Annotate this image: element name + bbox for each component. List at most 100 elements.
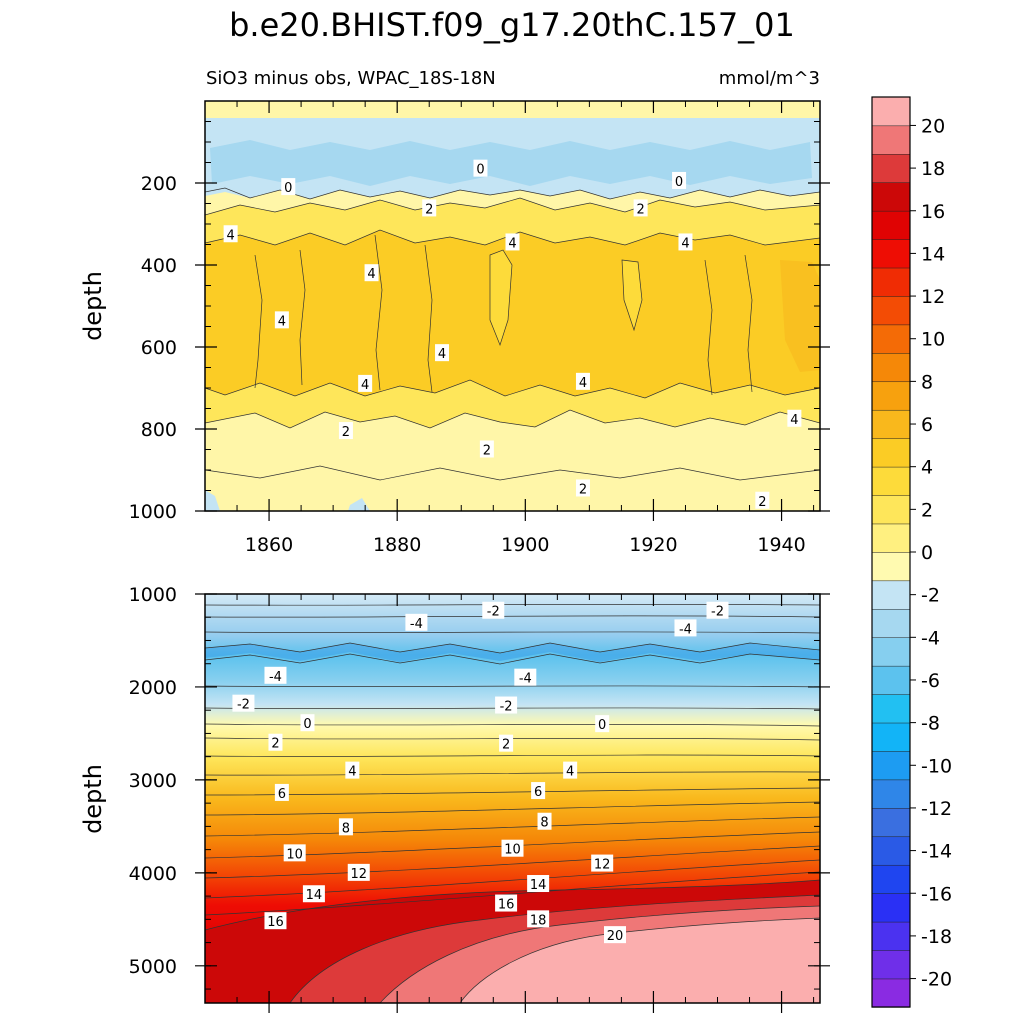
- colorbar-tick-label: -10: [921, 755, 952, 777]
- contour-label-bg: [531, 782, 546, 800]
- y-tick-label: 5000: [129, 956, 177, 978]
- contour-label: -2: [237, 698, 250, 713]
- colorbar-bin: [871, 381, 911, 411]
- colorbar-tick-label: -20: [921, 969, 952, 991]
- contour-label: 4: [278, 314, 286, 329]
- colorbar-tick-label: 16: [921, 201, 945, 223]
- x-tick-label: 1920: [629, 534, 677, 556]
- subtitle-left: SiO3 minus obs, WPAC_18S-18N: [206, 68, 496, 89]
- contour-label-bg: [300, 714, 315, 732]
- lower-ylabel: depth: [79, 764, 107, 834]
- contour-label-bg: [501, 839, 524, 857]
- lower-x-ticks: [204, 594, 815, 1013]
- units-label: mmol/m^3: [719, 68, 820, 89]
- contour-label: 0: [675, 175, 683, 190]
- x-tick-label: 1940: [757, 534, 805, 556]
- contour-label: 4: [438, 347, 446, 362]
- colorbar-tick-label: 18: [921, 158, 945, 180]
- contour-label-bg: [537, 812, 552, 830]
- contour-label-bg: [345, 761, 360, 779]
- contour-label: 2: [636, 202, 644, 217]
- contour-label-bg: [591, 854, 614, 872]
- colorbar-tick-label: 0: [921, 542, 933, 564]
- colorbar-tick-label: -16: [921, 883, 952, 905]
- colorbar-bin: [871, 949, 911, 980]
- contour-label-bg: [358, 374, 373, 392]
- contour-label-bg: [499, 734, 514, 752]
- contour-label: 16: [498, 898, 515, 913]
- colorbar-bin: [871, 409, 911, 439]
- contour-label-bg: [274, 311, 289, 329]
- colorbar-tick-label: -6: [921, 670, 940, 692]
- contour-label-bg: [575, 372, 590, 390]
- colorbar-tick-label: 10: [921, 329, 945, 351]
- x-tick-label: 1880: [373, 534, 421, 556]
- colorbar-bin: [871, 438, 911, 468]
- contour-label: 12: [350, 867, 367, 882]
- contour-label-bg: [672, 171, 687, 189]
- band-20-plus: [460, 918, 820, 1003]
- y-tick-label: 1000: [129, 501, 177, 523]
- contour-label: 2: [271, 737, 279, 752]
- colorbar-tick-label: -4: [921, 627, 940, 649]
- contour-label: -4: [269, 670, 282, 685]
- colorbar: -20-18-16-14-12-10-8-6-4-202468101214161…: [871, 96, 952, 1008]
- contour-label-bg: [595, 715, 610, 733]
- contour-label: 4: [566, 765, 574, 780]
- contour-label: 2: [502, 738, 510, 753]
- colorbar-tick-label: -12: [921, 798, 952, 820]
- colorbar-bin: [871, 580, 911, 610]
- x-tick-label: 1900: [501, 534, 549, 556]
- contour-label-bg: [405, 613, 428, 631]
- bottom-blue-patch-2: [348, 498, 370, 511]
- contour-label-bg: [364, 264, 379, 282]
- contour-label-bg: [264, 666, 287, 684]
- contour-label-bg: [274, 783, 289, 801]
- contour-label: -2: [711, 605, 724, 620]
- upper-x-axis: 1860 1880 1900 1920 1940: [204, 101, 815, 556]
- contour-label: 2: [579, 482, 587, 497]
- y-tick-label: 2000: [129, 677, 177, 699]
- contour-label-bg: [787, 409, 802, 427]
- y-tick-label: 600: [141, 337, 177, 359]
- colorbar-bin: [871, 153, 911, 183]
- upper-contour-labels: 0 0 0 2 2 4 4 4 4 4 4 4 4 4 2 2 2 2: [223, 159, 802, 510]
- contour-label: 6: [534, 785, 542, 800]
- contour-label-bg: [479, 440, 494, 458]
- lower-panel: 1000 2000 3000 4000 5000 -2 -2 -4 -4 -4 -4 -2 -2 0 0 2…: [79, 584, 830, 1013]
- contour-label-bg: [633, 199, 648, 217]
- contour-label-bg: [678, 233, 693, 251]
- chart-title: b.e20.BHIST.f09_g17.20thC.157_01: [229, 6, 795, 44]
- contour-label-bg: [264, 912, 287, 930]
- contour-label: 12: [594, 858, 611, 873]
- colorbar-bin: [871, 96, 911, 127]
- contour-label: 10: [286, 847, 303, 862]
- contour-label: 4: [508, 236, 516, 251]
- cooler-core-patch: [490, 250, 512, 345]
- contour-label: -2: [500, 700, 513, 715]
- y-tick-label: 3000: [129, 770, 177, 792]
- contour-label: 4: [361, 378, 369, 393]
- contour-label: 4: [790, 413, 798, 428]
- colorbar-tick-label: 20: [921, 115, 945, 137]
- band-4-6: [205, 230, 820, 398]
- cooler-core-patch-2: [622, 260, 642, 330]
- contour-label: 4: [226, 228, 234, 243]
- contour-label: -4: [679, 622, 692, 637]
- contour-label-bg: [281, 178, 296, 196]
- contour-label-bg: [268, 733, 283, 751]
- contour-label: 4: [367, 267, 375, 282]
- colorbar-bin: [871, 750, 911, 781]
- colorbar-tick-label: 6: [921, 414, 933, 436]
- contour-label: 6: [278, 787, 286, 802]
- contour-label: 2: [758, 495, 766, 510]
- contour-label: 16: [267, 915, 284, 930]
- colorbar-tick-label: 4: [921, 457, 933, 479]
- y-tick-label: 800: [141, 419, 177, 441]
- colorbar-bin: [871, 608, 911, 638]
- contour-label: 14: [306, 888, 323, 903]
- colorbar-bin: [871, 295, 911, 326]
